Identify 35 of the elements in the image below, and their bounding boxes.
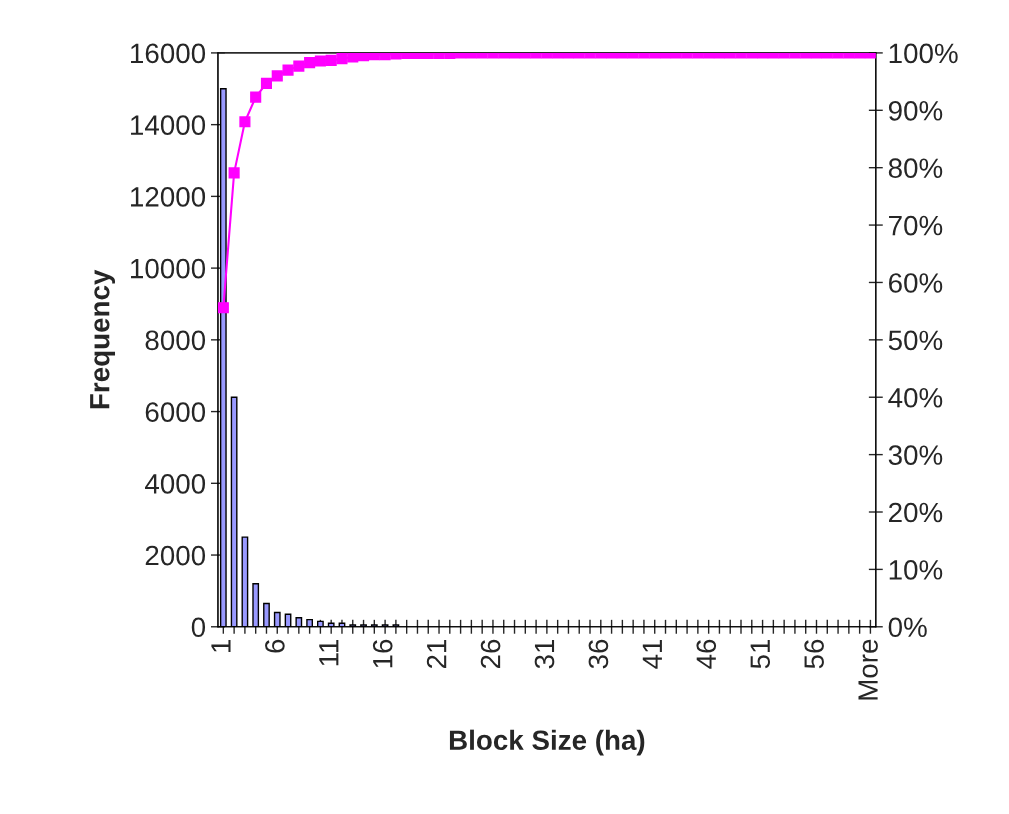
x-tick-label: 36 (588, 639, 609, 669)
y-tick-label: 4000 (144, 473, 206, 494)
x-tick-label: 6 (265, 639, 285, 653)
x-tick-label: 1 (211, 639, 231, 652)
y2-tick-label: 60% (889, 273, 943, 293)
y2-tick-label: 100% (889, 43, 958, 64)
y2-tick-label: 0% (888, 617, 927, 638)
y2-tick-label: 70% (889, 215, 943, 236)
x-axis-title: Block Size (ha) (449, 729, 645, 756)
y-tick-label: 8000 (145, 330, 206, 351)
y-tick-label: 6000 (145, 402, 206, 422)
y2-tick-label: 90% (888, 100, 943, 121)
x-tick-label: More (858, 639, 878, 700)
x-tick-label: 46 (696, 639, 717, 669)
y2-tick-label: 40% (888, 387, 943, 408)
y-tick-label: 2000 (145, 545, 206, 566)
y2-tick-label: 50% (888, 330, 943, 351)
x-tick-label: 11 (319, 639, 339, 666)
x-tick-label: 16 (372, 639, 393, 668)
y2-tick-label: 20% (889, 502, 943, 523)
y-tick-label: 12000 (131, 187, 206, 207)
x-tick-label: 31 (534, 639, 555, 669)
x-tick-label: 21 (426, 639, 447, 669)
x-tick-label: 26 (480, 639, 501, 669)
x-tick-label: 41 (642, 639, 662, 669)
x-tick-label: 51 (750, 639, 771, 669)
x-tick-label: 56 (804, 639, 824, 669)
y2-tick-label: 10% (889, 560, 943, 580)
y-tick-label: 16000 (131, 43, 206, 64)
y-axis-title: Frequency (90, 269, 116, 409)
y-tick-label: 0 (191, 617, 206, 638)
y-tick-label: 14000 (131, 115, 206, 135)
y-tick-label: 10000 (131, 258, 206, 279)
y2-tick-label: 80% (888, 158, 943, 179)
y2-tick-label: 30% (888, 445, 943, 465)
